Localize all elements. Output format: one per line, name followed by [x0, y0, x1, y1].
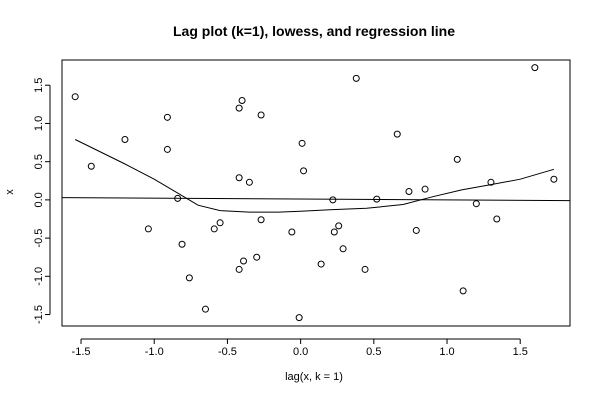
data-point	[531, 64, 539, 72]
data-point	[405, 187, 413, 195]
y-tick-label: 0.5	[33, 154, 45, 169]
data-point	[317, 260, 325, 268]
x-tick-label: -1.5	[72, 346, 91, 358]
data-point	[257, 216, 265, 224]
x-axis-title: lag(x, k = 1)	[285, 371, 343, 383]
y-tick-label: -0.5	[33, 229, 45, 248]
y-tick-label: -1.0	[33, 267, 45, 286]
y-tick-label: 0.0	[33, 192, 45, 207]
data-point	[472, 200, 480, 208]
data-point	[288, 228, 296, 236]
x-tick-label: -1.0	[145, 346, 164, 358]
data-point	[216, 219, 224, 227]
lines-layer	[61, 139, 571, 213]
data-point	[174, 194, 182, 202]
data-point	[185, 274, 193, 282]
y-axis-title: x	[4, 189, 16, 195]
plot-frame	[61, 59, 571, 327]
x-tick-label: -0.5	[218, 346, 237, 358]
y-tick-label: -1.5	[33, 305, 45, 324]
data-point	[361, 265, 369, 273]
data-point	[235, 265, 243, 273]
data-point	[201, 305, 209, 313]
data-point	[235, 174, 243, 182]
data-point	[339, 245, 347, 253]
data-point	[240, 257, 248, 265]
points-layer	[71, 64, 558, 322]
data-point	[121, 135, 129, 143]
x-tick-label: 0.5	[366, 346, 381, 358]
data-point	[412, 226, 420, 234]
data-point	[163, 145, 171, 153]
y-axis: -1.5 -1.0 -0.5 0.0 0.5 1.0 1.5	[33, 78, 51, 324]
data-point	[487, 178, 495, 186]
x-tick-label: 1.0	[439, 346, 454, 358]
x-tick-label: 1.5	[513, 346, 528, 358]
data-point	[393, 130, 401, 138]
regression-line	[61, 197, 571, 202]
data-point	[257, 111, 265, 119]
chart-title: Lag plot (k=1), lowess, and regression l…	[173, 23, 455, 39]
data-point	[329, 196, 337, 204]
data-point	[453, 155, 461, 163]
data-point	[163, 113, 171, 121]
data-point	[210, 225, 218, 233]
data-point	[373, 195, 381, 203]
data-point	[178, 240, 186, 248]
data-point	[238, 97, 246, 105]
data-point	[459, 287, 467, 295]
data-point	[352, 74, 360, 82]
data-point	[298, 139, 306, 147]
data-point	[144, 225, 152, 233]
data-point	[253, 253, 261, 261]
data-point	[87, 162, 95, 170]
data-point	[300, 167, 308, 175]
lowess-curve	[74, 139, 555, 213]
y-tick-label: 1.0	[33, 116, 45, 131]
data-point	[335, 222, 343, 230]
data-point	[235, 104, 243, 112]
x-axis: -1.5 -1.0 -0.5 0.0 0.5 1.0 1.5	[72, 338, 528, 358]
data-point	[330, 228, 338, 236]
y-tick-label: 1.5	[33, 78, 45, 93]
data-point	[245, 178, 253, 186]
data-point	[295, 314, 303, 322]
data-point	[71, 93, 79, 101]
data-point	[421, 185, 429, 193]
x-tick-label: 0.0	[293, 346, 308, 358]
data-point	[550, 175, 558, 183]
data-point	[493, 215, 501, 223]
